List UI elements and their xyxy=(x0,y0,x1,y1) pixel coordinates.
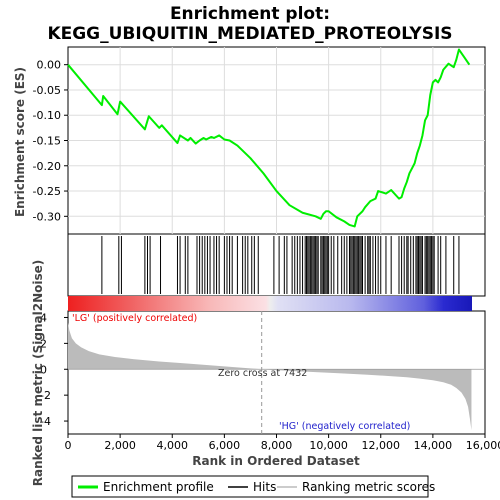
es-tick-label: -0.05 xyxy=(33,84,61,97)
legend-label-es: Enrichment profile xyxy=(103,480,214,494)
x-tick-label: 12,000 xyxy=(362,439,401,452)
legend-label-hits: Hits xyxy=(253,480,276,494)
x-tick-label: 16,000 xyxy=(466,439,500,452)
x-tick-label: 4,000 xyxy=(157,439,189,452)
es-tick-label: -0.15 xyxy=(33,135,61,148)
chart-title-line2: KEGG_UBIQUITIN_MEDIATED_PROTEOLYSIS xyxy=(47,24,452,44)
legend-box xyxy=(71,475,429,498)
es-tick-label: -0.25 xyxy=(33,185,61,198)
x-tick-label: 0 xyxy=(65,439,72,452)
hit-markers xyxy=(101,236,460,294)
x-tick-label: 6,000 xyxy=(209,439,241,452)
pos-correlated-label: 'LG' (positively correlated) xyxy=(72,313,197,324)
es-tick-label: -0.30 xyxy=(33,210,61,223)
x-tick-label: 8,000 xyxy=(261,439,293,452)
metric-tick-label: 0 xyxy=(40,363,47,376)
x-tick-label: 14,000 xyxy=(414,439,453,452)
zero-cross-label: Zero cross at 7432 xyxy=(218,368,307,379)
neg-correlated-label: 'HG' (negatively correlated) xyxy=(279,421,410,432)
legend-label-metric: Ranking metric scores xyxy=(302,480,435,494)
axis-ticks: 0.00 -0.05 -0.10 -0.15 -0.20 -0.25 -0.30 4 2 0 -2 -… xyxy=(33,59,500,452)
rank-color-bar xyxy=(68,296,472,311)
es-gridlines xyxy=(68,47,485,234)
chart-title-line1: Enrichment plot: xyxy=(170,4,330,24)
metric-tick-label: 4 xyxy=(40,311,47,324)
metric-tick-label: -4 xyxy=(40,415,51,428)
x-tick-label: 10,000 xyxy=(309,439,348,452)
metric-y-axis-label: Ranked list metric (Signal2Noise) xyxy=(31,260,45,487)
es-tick-label: -0.10 xyxy=(33,109,61,122)
metric-tick-label: 2 xyxy=(40,337,47,350)
es-tick-label: 0.00 xyxy=(37,59,62,72)
es-line-group xyxy=(67,48,471,228)
es-tick-label: -0.20 xyxy=(33,160,61,173)
es-profile-line xyxy=(67,48,471,228)
x-tick-label: 2,000 xyxy=(104,439,136,452)
metric-area xyxy=(68,311,485,434)
x-axis-label: Rank in Ordered Dataset xyxy=(192,454,360,468)
metric-tick-label: -2 xyxy=(40,389,51,402)
es-y-axis-label: Enrichment score (ES) xyxy=(13,67,27,217)
